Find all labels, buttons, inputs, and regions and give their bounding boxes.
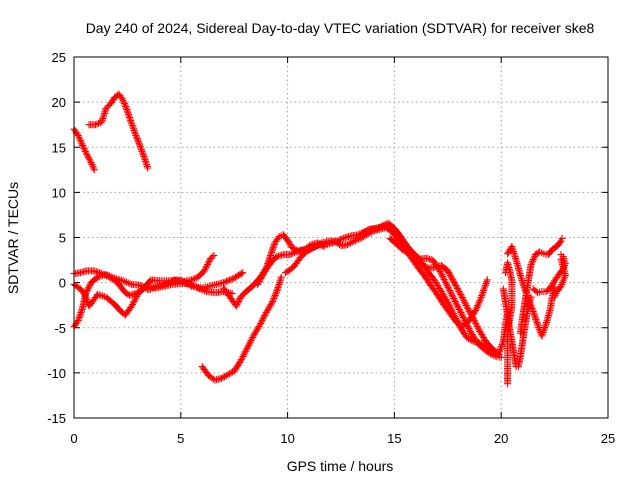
y-tick-label: 10 [52,185,66,200]
y-tick-label: 15 [52,140,66,155]
plus-markers [551,255,569,301]
series-arc-1 [70,125,98,174]
axis-ticks: 0 5 10 15 20 25 -15 -10 -5 0 5 10 15 20 25 [47,50,615,446]
x-tick-label: 25 [601,431,615,446]
x-axis-label: GPS time / hours [287,458,394,474]
x-tick-label: 10 [280,431,294,446]
y-tick-label: -10 [47,366,66,381]
plus-markers [502,259,516,388]
chart-title: Day 240 of 2024, Sidereal Day-to-day VTE… [86,20,595,36]
plot-frame [73,56,609,419]
plus-markers [198,273,285,384]
series-arc-17 [551,255,569,301]
data-series [70,90,569,388]
y-tick-label: -5 [54,321,66,336]
x-tick-label: 15 [387,431,401,446]
y-axis-label: SDTVAR / TECUs [5,182,21,294]
plus-markers [70,125,98,174]
series-arc-15 [516,234,566,337]
series-arc-13 [502,259,516,388]
y-tick-label: 20 [52,95,66,110]
x-tick-label: 20 [494,431,508,446]
plus-markers [85,90,152,172]
series-arc-2 [85,90,152,172]
y-tick-label: 25 [52,50,66,65]
y-tick-label: 5 [59,231,66,246]
plus-markers [516,234,566,337]
y-tick-label: 0 [59,276,66,291]
x-tick-label: 0 [70,431,77,446]
y-tick-label: -15 [47,411,66,426]
series-arc-6 [198,273,285,384]
x-tick-label: 5 [177,431,184,446]
